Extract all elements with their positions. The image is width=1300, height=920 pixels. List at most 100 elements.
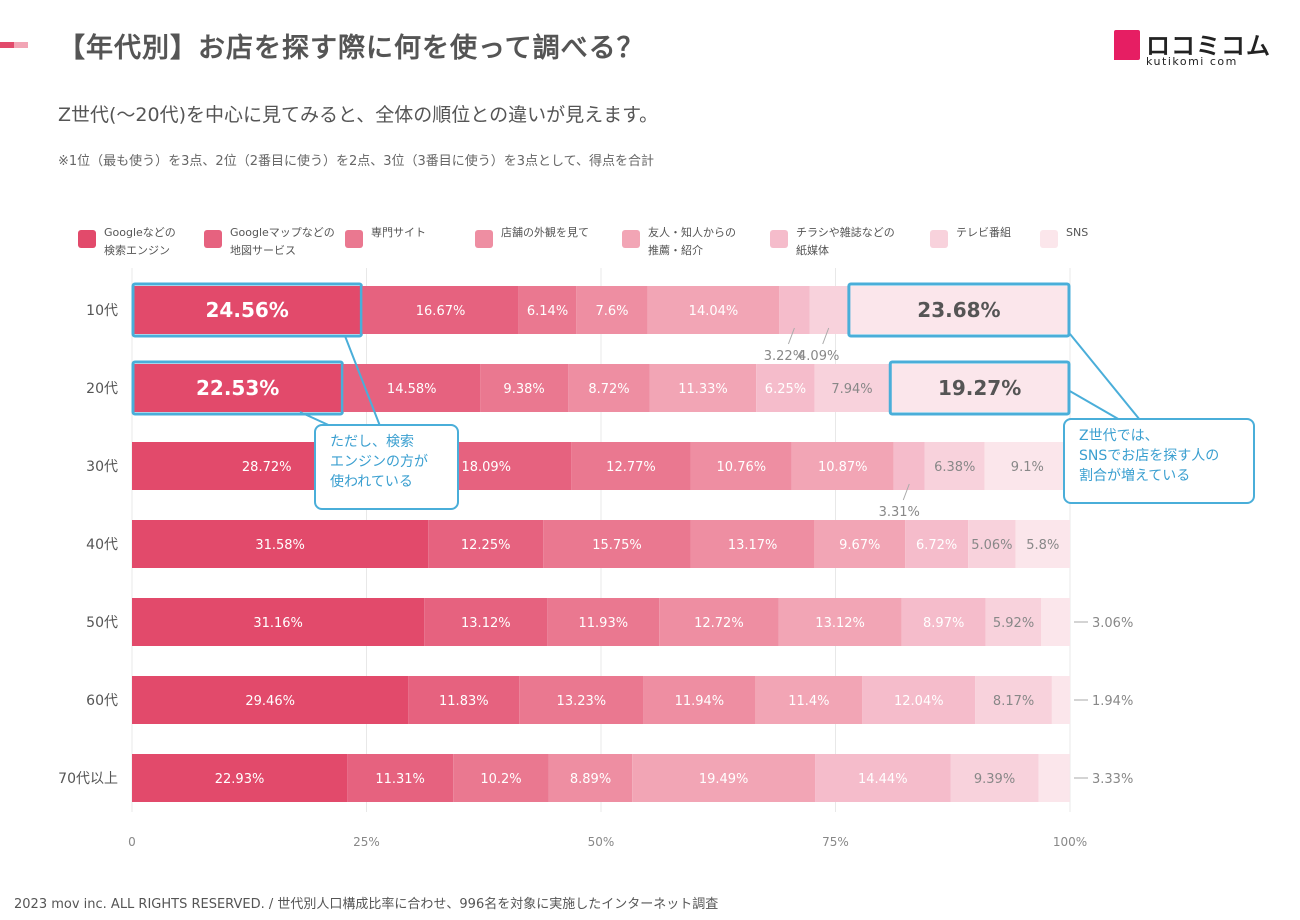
data-label: 6.14% xyxy=(527,304,568,319)
legend-swatch xyxy=(1040,230,1058,248)
data-label: 3.22% xyxy=(764,349,805,364)
data-label: 9.38% xyxy=(503,382,544,397)
data-label: 31.16% xyxy=(253,616,303,631)
data-label: 13.23% xyxy=(557,694,607,709)
data-label: 5.8% xyxy=(1026,538,1059,553)
bar-segment xyxy=(132,598,425,646)
data-label: 11.31% xyxy=(375,772,425,787)
legend-item: チラシや雑誌などの 紙媒体 xyxy=(770,224,895,260)
subtitle: Z世代(〜20代)を中心に見てみると、全体の順位との違いが見えます。 xyxy=(58,104,659,126)
data-label: 4.09% xyxy=(798,349,839,364)
bar-segment xyxy=(779,286,810,334)
legend-swatch xyxy=(475,230,493,248)
data-label: 12.72% xyxy=(694,616,744,631)
legend-label: チラシや雑誌などの 紙媒体 xyxy=(796,226,895,257)
data-label: 12.77% xyxy=(606,460,656,475)
data-label: 3.31% xyxy=(879,505,920,520)
bar-segment xyxy=(985,598,1042,646)
highlight-box xyxy=(847,282,1071,338)
bar-segment xyxy=(576,286,648,334)
data-label: 31.58% xyxy=(255,538,305,553)
bar-segment xyxy=(1015,520,1070,568)
bar-segment xyxy=(347,754,454,802)
bar-segment xyxy=(408,676,520,724)
logo-subtext: kutikomi com xyxy=(1146,55,1238,68)
bar-segment xyxy=(862,676,976,724)
bar-segment xyxy=(132,520,429,568)
bar-segment xyxy=(453,754,549,802)
legend-item: 店舗の外観を見て xyxy=(475,224,589,248)
bar-segment xyxy=(132,754,348,802)
data-label: 5.06% xyxy=(971,538,1012,553)
data-label: 11.83% xyxy=(439,694,489,709)
highlight-box xyxy=(131,360,344,416)
legend-label: 店舗の外観を見て xyxy=(501,226,589,239)
x-tick-label: 50% xyxy=(588,835,615,849)
bar-segment xyxy=(132,364,344,412)
bar-segment xyxy=(814,364,890,412)
data-label: 1.94% xyxy=(1092,694,1133,709)
bar-segment xyxy=(809,286,848,334)
legend-item: テレビ番組 xyxy=(930,224,1011,248)
stacked-bar-chart: 0 25% 50% 75% 100% 10代 24.56% 16.67% 6.14% 7.6% 14… xyxy=(58,268,1141,849)
data-label: 9.67% xyxy=(839,538,880,553)
bar-segment xyxy=(647,286,780,334)
legend-item: 専門サイト xyxy=(345,224,426,248)
data-label: 10.2% xyxy=(480,772,521,787)
legend-label: テレビ番組 xyxy=(956,226,1011,239)
legend-item: Googleなどの 検索エンジン xyxy=(78,224,176,260)
callout-connector xyxy=(344,335,381,427)
data-label: 7.94% xyxy=(831,382,872,397)
scoring-note: ※1位（最も使う）を3点、2位（2番目に使う）を2点、3位（3番目に使う）を3点… xyxy=(58,154,655,169)
data-label: 9.1% xyxy=(1011,460,1044,475)
data-label: 13.12% xyxy=(815,616,865,631)
y-category-label: 20代 xyxy=(86,381,118,397)
bar-segment xyxy=(968,520,1016,568)
bar-segment xyxy=(132,676,409,724)
data-label: 7.6% xyxy=(595,304,628,319)
bar-segment xyxy=(950,754,1039,802)
bar-segment xyxy=(847,286,1070,334)
highlight-box xyxy=(131,282,363,338)
data-label: 13.12% xyxy=(461,616,511,631)
bar-segment xyxy=(519,676,644,724)
bar-segment xyxy=(984,442,1070,490)
bar-segment xyxy=(659,598,779,646)
bar-segment xyxy=(901,598,986,646)
data-label: 18.09% xyxy=(461,460,511,475)
data-label: 8.72% xyxy=(588,382,629,397)
data-label: 15.75% xyxy=(592,538,642,553)
y-category-label: 30代 xyxy=(86,459,118,475)
title-decoration xyxy=(0,42,14,48)
data-label: 11.93% xyxy=(579,616,629,631)
bar-segment xyxy=(756,364,815,412)
data-label: 14.44% xyxy=(858,772,908,787)
y-category-label: 10代 xyxy=(86,303,118,319)
logo-text: ロコミコム xyxy=(1146,32,1271,60)
data-label: 9.39% xyxy=(974,772,1015,787)
legend-label: SNS xyxy=(1066,226,1089,239)
legend-item: SNS xyxy=(1040,224,1088,248)
bar-segment xyxy=(518,286,577,334)
data-label: 13.17% xyxy=(728,538,778,553)
bar-segment xyxy=(893,442,925,490)
bar-segment xyxy=(424,598,548,646)
legend-swatch xyxy=(622,230,640,248)
legend-swatch xyxy=(204,230,222,248)
legend-label: Googleマップなどの 地図サービス xyxy=(230,226,335,257)
legend-swatch xyxy=(345,230,363,248)
bar-segment xyxy=(480,364,569,412)
bar-segment xyxy=(632,754,816,802)
y-category-label: 50代 xyxy=(86,615,118,631)
data-label: 22.93% xyxy=(215,772,265,787)
highlight-value-label: 23.68% xyxy=(917,298,1000,322)
data-label: 14.04% xyxy=(689,304,739,319)
bar-segment xyxy=(548,754,633,802)
data-label: 29.46% xyxy=(245,694,295,709)
logo-mark-icon xyxy=(1114,30,1140,60)
data-label: 19.49% xyxy=(699,772,749,787)
bar-segment xyxy=(547,598,660,646)
bar-segment xyxy=(428,520,544,568)
bar-segment xyxy=(571,442,691,490)
